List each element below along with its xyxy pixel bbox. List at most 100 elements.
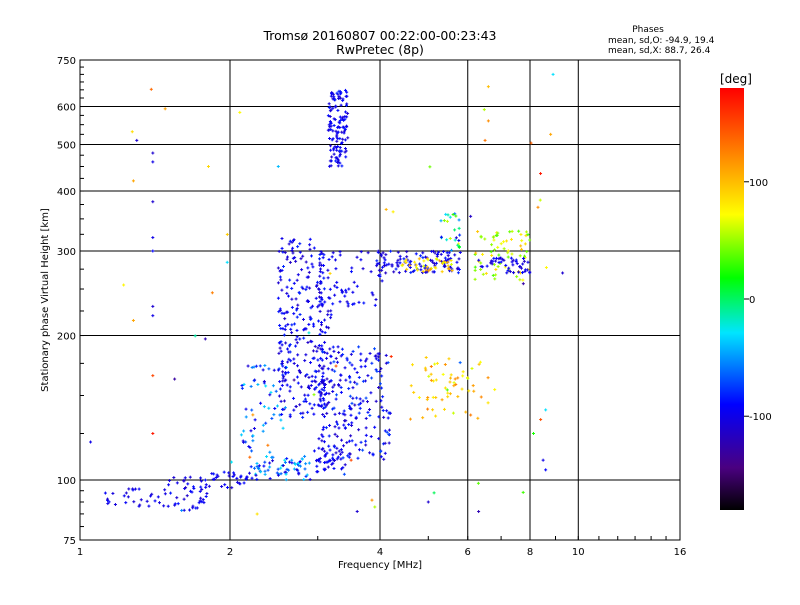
data-point (449, 373, 453, 377)
data-point (206, 164, 210, 168)
data-point (464, 410, 468, 414)
data-point (336, 164, 340, 168)
data-point (549, 132, 553, 136)
data-point (298, 460, 302, 464)
data-point (526, 233, 530, 237)
data-point (287, 357, 291, 361)
data-point (402, 257, 406, 261)
data-point (113, 502, 117, 506)
data-point (133, 487, 137, 491)
data-point (490, 262, 494, 266)
data-point (479, 267, 483, 271)
data-point (451, 213, 455, 217)
data-point (131, 179, 135, 183)
data-point (348, 394, 352, 398)
data-point (329, 144, 333, 148)
data-point (538, 198, 542, 202)
data-point (316, 305, 320, 309)
data-point (326, 309, 330, 313)
data-point (285, 457, 289, 461)
data-point (349, 270, 353, 274)
data-point (521, 262, 525, 266)
data-point (323, 402, 327, 406)
data-point (426, 500, 430, 504)
data-point (457, 245, 461, 249)
axis-ticks: 1 2 4 6 8 10 16 75 100 200 300 400 500 600 750 (57, 56, 686, 558)
data-point (320, 330, 324, 334)
data-point (288, 239, 292, 243)
data-point (338, 92, 342, 96)
data-point (397, 271, 401, 275)
data-point (282, 333, 286, 337)
data-point (267, 367, 271, 371)
data-point (276, 164, 280, 168)
data-point (320, 297, 324, 301)
data-point (292, 281, 296, 285)
data-point (299, 411, 303, 415)
data-point (283, 328, 287, 332)
data-point (317, 437, 321, 441)
data-point (326, 465, 330, 469)
data-point (446, 254, 450, 258)
data-point (457, 218, 461, 222)
data-point (173, 377, 177, 381)
data-point (461, 370, 465, 374)
data-point (544, 266, 548, 270)
data-point (514, 258, 518, 262)
data-point (449, 376, 453, 380)
data-point (521, 490, 525, 494)
data-point (122, 283, 126, 287)
data-point (322, 276, 326, 280)
data-point (238, 110, 242, 114)
data-point (298, 403, 302, 407)
data-point (445, 238, 449, 242)
data-point (322, 381, 326, 385)
data-point (454, 382, 458, 386)
data-point (188, 508, 192, 512)
data-point (268, 465, 272, 469)
data-point (288, 350, 292, 354)
data-point (479, 264, 483, 268)
data-point (311, 322, 315, 326)
data-point (280, 237, 284, 241)
data-point (335, 285, 339, 289)
data-point (255, 477, 259, 481)
data-point (342, 472, 346, 476)
data-point (350, 439, 354, 443)
data-point (332, 383, 336, 387)
data-point (357, 300, 361, 304)
data-point (377, 437, 381, 441)
data-point (317, 404, 321, 408)
data-point (290, 240, 294, 244)
data-point (318, 364, 322, 368)
data-point (305, 285, 309, 289)
data-point (279, 466, 283, 470)
data-point (359, 440, 363, 444)
data-point (216, 474, 220, 478)
data-point (528, 238, 532, 242)
data-point (149, 494, 153, 498)
data-point (331, 251, 335, 255)
data-point (304, 288, 308, 292)
data-point (332, 124, 336, 128)
data-point (387, 411, 391, 415)
data-point (250, 408, 254, 412)
data-point (316, 470, 320, 474)
data-point (319, 399, 323, 403)
data-point (328, 287, 332, 291)
data-point (455, 267, 459, 271)
data-point (318, 309, 322, 313)
data-point (456, 376, 460, 380)
data-point (422, 259, 426, 263)
data-point (443, 256, 447, 260)
data-point (348, 404, 352, 408)
data-point (439, 252, 443, 256)
data-point (373, 303, 377, 307)
data-point (350, 401, 354, 405)
data-point (366, 251, 370, 255)
data-point (452, 384, 456, 388)
data-point (334, 397, 338, 401)
data-point (377, 415, 381, 419)
data-point (281, 379, 285, 383)
